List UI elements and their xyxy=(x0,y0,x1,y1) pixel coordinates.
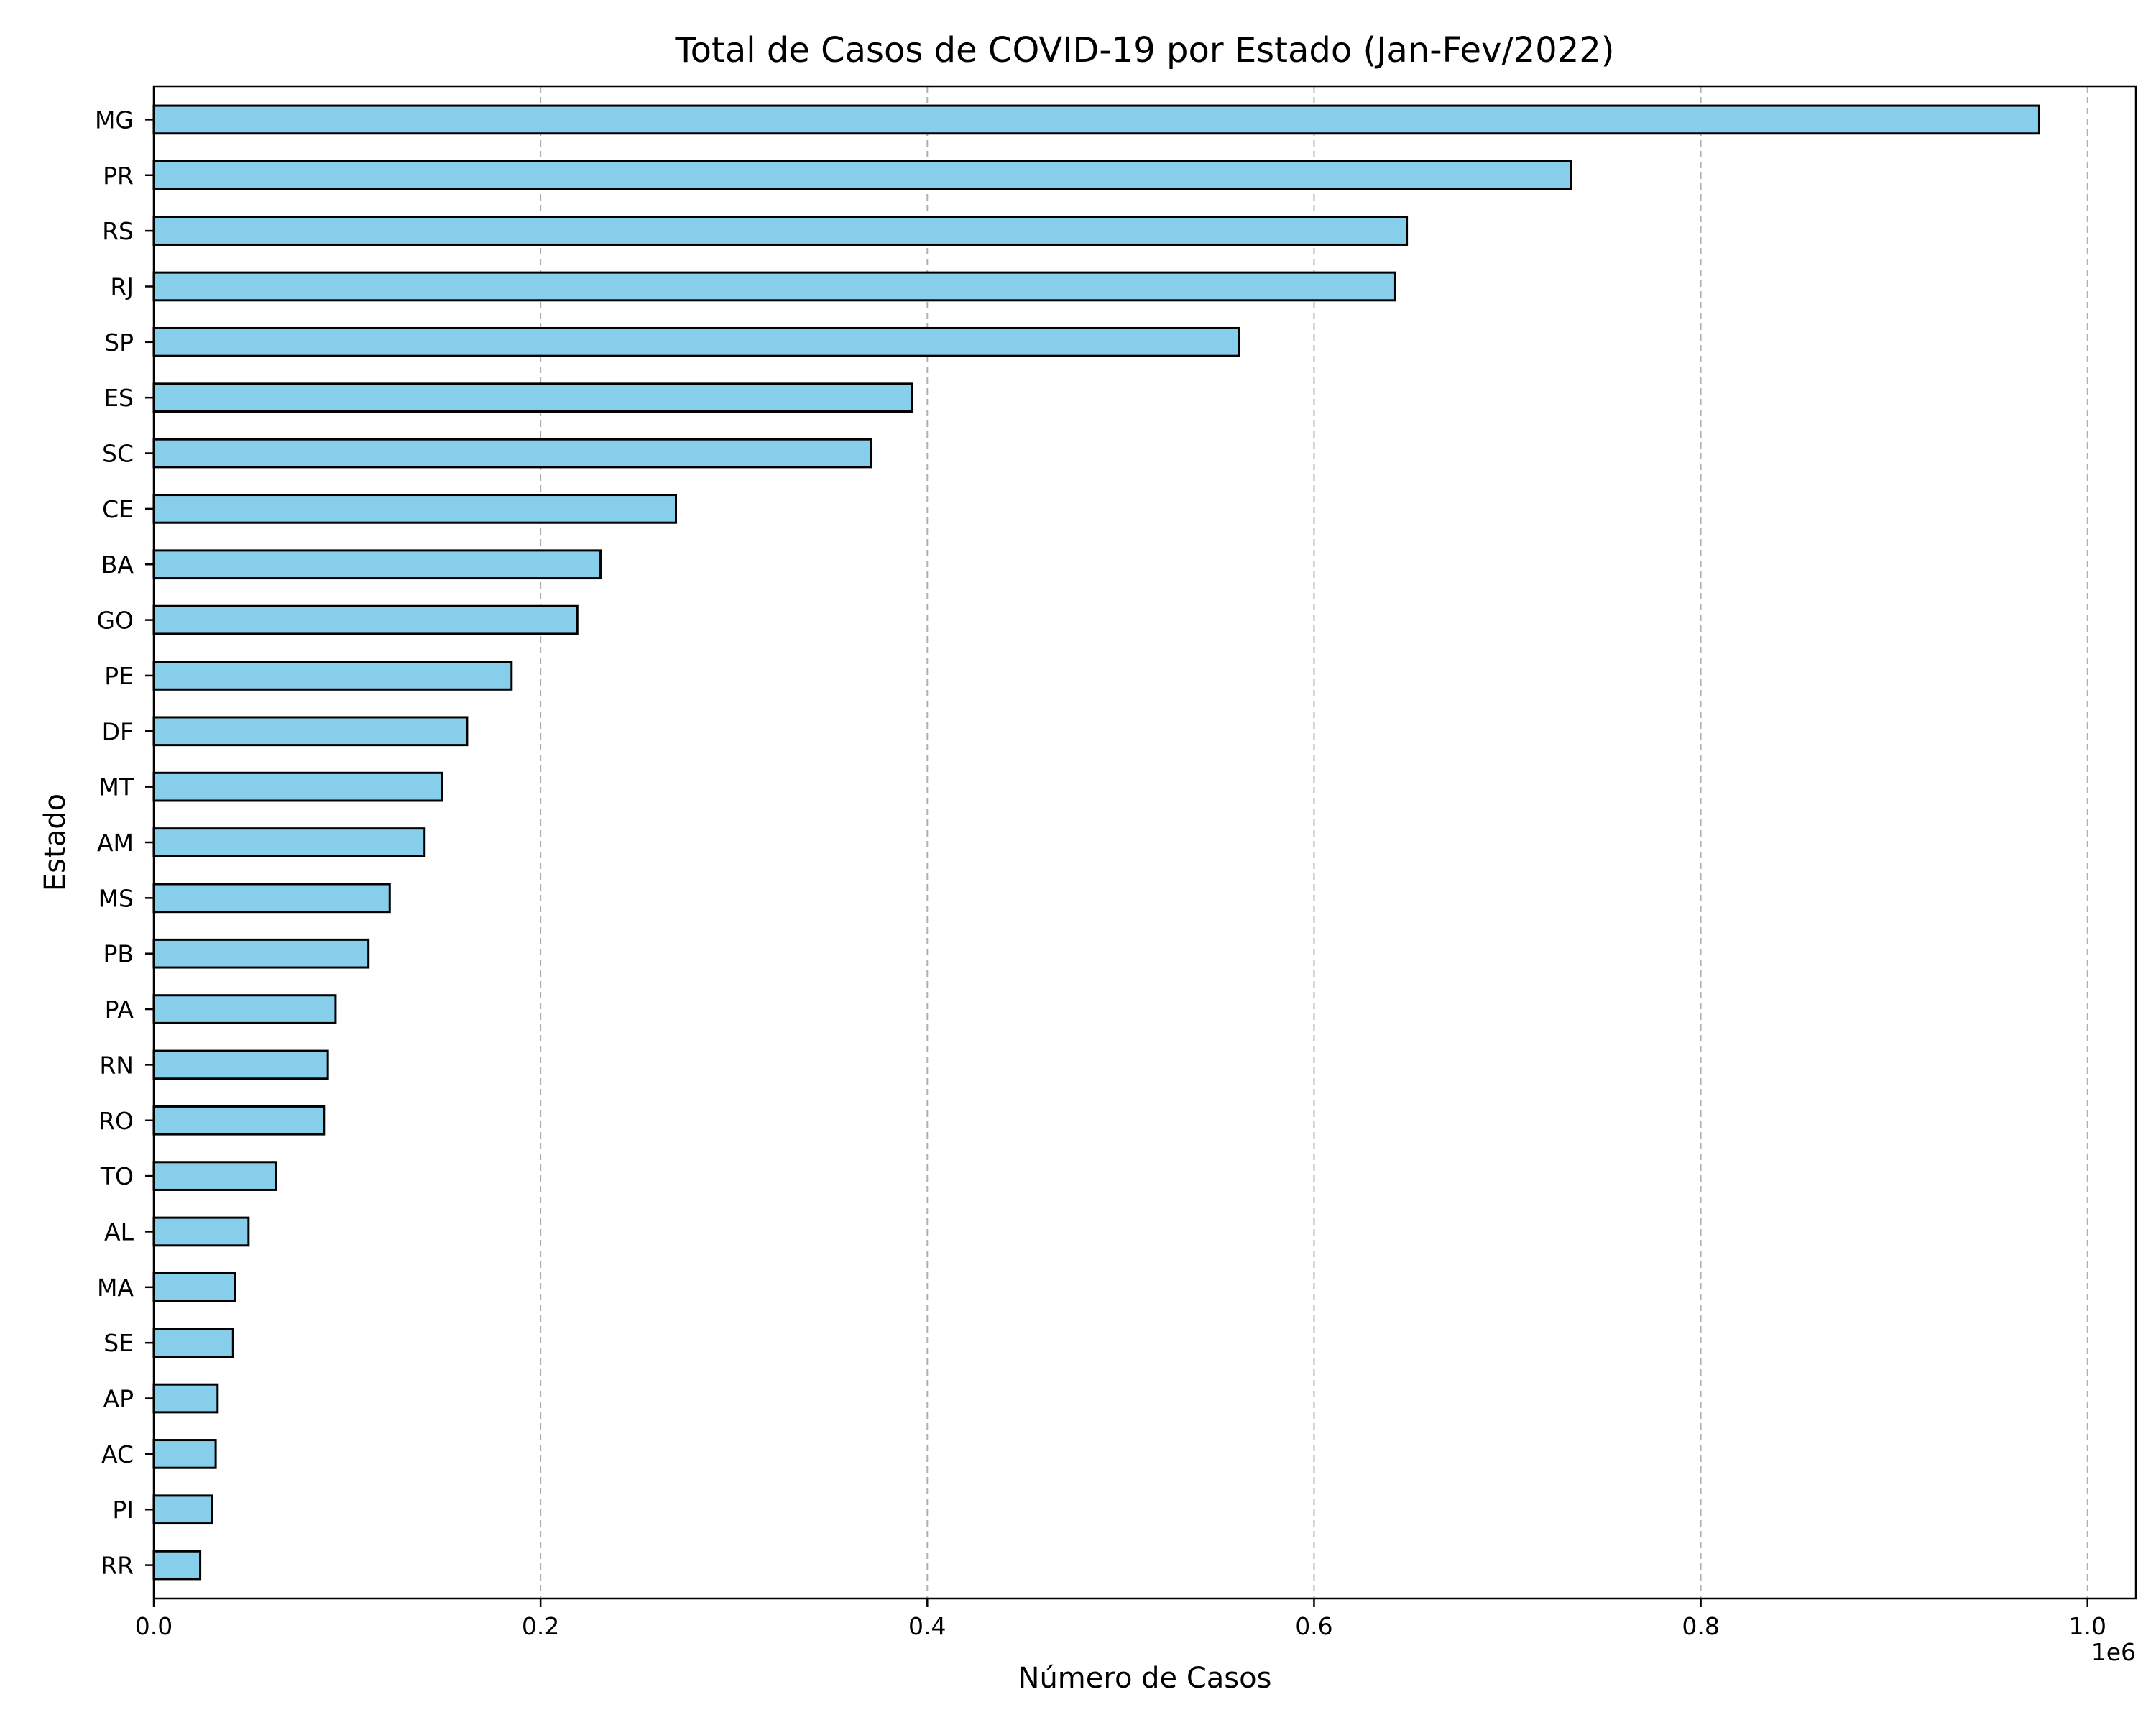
bar-sp xyxy=(152,326,1240,357)
y-tick-label-rs: RS xyxy=(102,217,134,245)
y-tick-label-ce: CE xyxy=(102,495,134,523)
y-tick-label-df: DF xyxy=(102,717,134,745)
bar-to xyxy=(152,1161,277,1191)
y-tick-label-ma: MA xyxy=(97,1274,134,1302)
bars xyxy=(152,104,2040,1581)
x-axis-ticks: 0.0 0.2 0.4 0.6 0.8 1.0 xyxy=(135,1598,2106,1640)
bar-ma xyxy=(152,1271,236,1302)
bar-ac xyxy=(152,1439,217,1469)
x-tick-label: 0.2 xyxy=(522,1612,559,1640)
bar-ba xyxy=(152,549,602,580)
chart-title: Total de Casos de COVID-19 por Estado (J… xyxy=(674,30,1614,70)
y-tick-label-rn: RN xyxy=(99,1051,134,1079)
y-tick-label-rr: RR xyxy=(101,1552,134,1580)
bar-rn xyxy=(152,1049,329,1080)
bar-mg xyxy=(152,104,2040,135)
y-tick-label-ba: BA xyxy=(101,551,134,579)
bar-go xyxy=(152,604,579,635)
y-tick-label-pe: PE xyxy=(104,662,134,690)
bar-ms xyxy=(152,883,391,914)
bar-rj xyxy=(152,271,1396,302)
bar-rs xyxy=(152,216,1409,246)
y-tick-label-mg: MG xyxy=(95,106,134,134)
bar-ap xyxy=(152,1383,219,1414)
plot-area-frame xyxy=(152,85,2137,1600)
bar-sc xyxy=(152,438,872,469)
x-tick-label: 0.4 xyxy=(908,1612,946,1640)
x-tick-label: 0.0 xyxy=(135,1612,172,1640)
bar-rr xyxy=(152,1550,202,1581)
gridlines xyxy=(540,86,2088,1598)
bar-ro xyxy=(152,1105,326,1136)
y-tick-label-to: TO xyxy=(100,1162,134,1190)
y-tick-label-rj: RJ xyxy=(110,272,134,300)
y-tick-label-ap: AP xyxy=(103,1385,134,1413)
bar-df xyxy=(152,716,469,747)
x-tick-label: 1.0 xyxy=(2068,1612,2106,1640)
bar-pe xyxy=(152,661,513,691)
y-tick-label-ro: RO xyxy=(98,1107,134,1135)
bar-am xyxy=(152,827,426,857)
bar-es xyxy=(152,382,913,413)
y-tick-label-am: AM xyxy=(97,829,134,857)
y-tick-label-pb: PB xyxy=(103,940,134,968)
y-tick-label-al: AL xyxy=(104,1218,134,1246)
bar-pa xyxy=(152,994,337,1024)
bar-pb xyxy=(152,938,370,969)
bar-mt xyxy=(152,771,443,802)
x-tick-label: 0.8 xyxy=(1682,1612,1719,1640)
y-axis-ticks: MG PR RS RJ SP ES SC CE BA GO PE DF MT AM MS PB PA RN RO TO… xyxy=(95,106,154,1580)
y-tick-label-ms: MS xyxy=(98,884,134,912)
x-axis-offset-label: 1e6 xyxy=(2091,1638,2136,1666)
y-tick-label-pr: PR xyxy=(103,162,134,190)
bar-pr xyxy=(152,160,1572,190)
bar-ce xyxy=(152,494,677,524)
x-tick-label: 0.6 xyxy=(1295,1612,1332,1640)
y-tick-label-es: ES xyxy=(103,384,134,412)
y-tick-label-pi: PI xyxy=(112,1496,134,1524)
bar-pi xyxy=(152,1494,213,1525)
y-tick-label-se: SE xyxy=(103,1329,134,1357)
bar-al xyxy=(152,1216,250,1247)
y-axis-title: Estado xyxy=(39,794,72,891)
y-tick-label-sp: SP xyxy=(104,328,134,356)
x-axis-title: Número de Casos xyxy=(1018,1662,1272,1695)
y-tick-label-pa: PA xyxy=(105,995,134,1024)
y-tick-label-sc: SC xyxy=(102,440,134,468)
y-tick-label-mt: MT xyxy=(98,773,134,801)
y-tick-label-ac: AC xyxy=(101,1440,134,1468)
y-tick-label-go: GO xyxy=(96,607,134,635)
bar-se xyxy=(152,1328,234,1358)
